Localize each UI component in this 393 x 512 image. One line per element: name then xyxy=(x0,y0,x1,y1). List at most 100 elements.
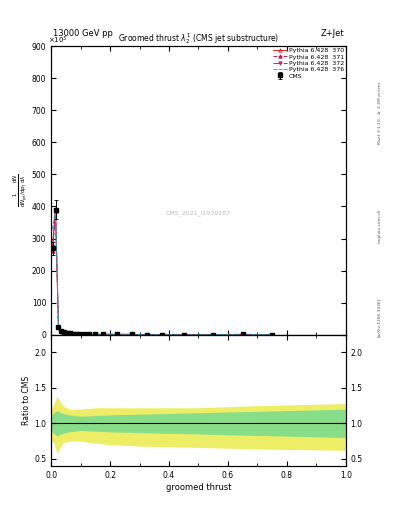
Pythia 6.428  372 xyxy=(100,331,105,337)
Pythia 6.428  371 xyxy=(100,331,105,337)
Pythia 6.428  376 xyxy=(87,331,92,337)
Pythia 6.428  372 xyxy=(87,331,92,337)
Pythia 6.428  376 xyxy=(159,332,164,338)
Pythia 6.428  370 xyxy=(71,331,75,337)
Pythia 6.428  376 xyxy=(68,330,73,336)
Line: Pythia 6.428  371: Pythia 6.428 371 xyxy=(51,209,274,336)
Pythia 6.428  370 xyxy=(81,331,86,337)
Line: Pythia 6.428  370: Pythia 6.428 370 xyxy=(51,208,274,336)
Pythia 6.428  370 xyxy=(62,329,67,335)
Pythia 6.428  371 xyxy=(211,332,216,338)
Pythia 6.428  376 xyxy=(62,329,67,335)
Pythia 6.428  376 xyxy=(77,331,81,337)
Pythia 6.428  376 xyxy=(211,332,216,338)
Pythia 6.428  372 xyxy=(211,332,216,338)
Line: Pythia 6.428  376: Pythia 6.428 376 xyxy=(53,208,272,335)
Pythia 6.428  371 xyxy=(53,208,58,215)
Pythia 6.428  371 xyxy=(62,329,67,335)
Pythia 6.428  376 xyxy=(115,331,120,337)
Pythia 6.428  371 xyxy=(71,331,75,337)
Pythia 6.428  371 xyxy=(241,331,245,337)
Pythia 6.428  370 xyxy=(182,332,186,338)
Y-axis label: $\frac{1}{\mathrm{d}N_\mathrm{jet}/\mathrm{d}p_\mathrm{T}}$$\frac{\mathrm{d}N}{\: $\frac{1}{\mathrm{d}N_\mathrm{jet}/\math… xyxy=(12,174,30,207)
Pythia 6.428  372 xyxy=(115,331,120,337)
Pythia 6.428  372 xyxy=(59,328,64,334)
Pythia 6.428  370 xyxy=(100,331,105,337)
Pythia 6.428  371 xyxy=(81,331,86,337)
Pythia 6.428  376 xyxy=(59,327,64,333)
Text: 13000 GeV pp: 13000 GeV pp xyxy=(53,29,113,38)
Pythia 6.428  376 xyxy=(270,332,275,338)
Pythia 6.428  372 xyxy=(81,331,86,337)
Pythia 6.428  370 xyxy=(59,328,64,334)
Pythia 6.428  371 xyxy=(68,330,73,336)
Pythia 6.428  376 xyxy=(130,331,134,337)
Pythia 6.428  371 xyxy=(115,331,120,337)
Pythia 6.428  376 xyxy=(93,331,98,337)
Pythia 6.428  371 xyxy=(65,330,70,336)
Text: mcplots.cern.ch: mcplots.cern.ch xyxy=(377,208,381,243)
Pythia 6.428  372 xyxy=(159,332,164,338)
Pythia 6.428  370 xyxy=(87,331,92,337)
Pythia 6.428  372 xyxy=(56,324,61,330)
Y-axis label: Ratio to CMS: Ratio to CMS xyxy=(22,376,31,425)
Pythia 6.428  372 xyxy=(270,332,275,338)
Pythia 6.428  372 xyxy=(53,207,58,214)
Pythia 6.428  376 xyxy=(182,332,186,338)
Pythia 6.428  372 xyxy=(77,331,81,337)
Text: Z+Jet: Z+Jet xyxy=(320,29,344,38)
Pythia 6.428  372 xyxy=(71,331,75,337)
Pythia 6.428  371 xyxy=(159,332,164,338)
Pythia 6.428  376 xyxy=(56,323,61,329)
Pythia 6.428  376 xyxy=(53,205,58,211)
Pythia 6.428  372 xyxy=(62,329,67,335)
Pythia 6.428  370 xyxy=(211,332,216,338)
Pythia 6.428  371 xyxy=(59,328,64,334)
Pythia 6.428  372 xyxy=(241,331,245,337)
Pythia 6.428  370 xyxy=(65,330,70,336)
Pythia 6.428  371 xyxy=(87,331,92,337)
Pythia 6.428  372 xyxy=(182,332,186,338)
Pythia 6.428  371 xyxy=(56,324,61,330)
Pythia 6.428  371 xyxy=(77,331,81,337)
Pythia 6.428  372 xyxy=(130,331,134,337)
Pythia 6.428  370 xyxy=(159,332,164,338)
Text: [arXiv:1306.3436]: [arXiv:1306.3436] xyxy=(377,298,381,337)
Legend: Pythia 6.428  370, Pythia 6.428  371, Pythia 6.428  372, Pythia 6.428  376, CMS: Pythia 6.428 370, Pythia 6.428 371, Pyth… xyxy=(272,47,345,79)
Pythia 6.428  372 xyxy=(50,247,55,253)
Pythia 6.428  371 xyxy=(182,332,186,338)
Pythia 6.428  372 xyxy=(68,330,73,336)
Pythia 6.428  376 xyxy=(100,331,105,337)
Text: Rivet 3.1.10, $\geq$ 2.3M events: Rivet 3.1.10, $\geq$ 2.3M events xyxy=(376,80,383,145)
Text: $\times10^3$: $\times10^3$ xyxy=(48,34,68,46)
Pythia 6.428  376 xyxy=(241,331,245,337)
Pythia 6.428  370 xyxy=(77,331,81,337)
Pythia 6.428  370 xyxy=(50,242,55,248)
Pythia 6.428  376 xyxy=(74,331,79,337)
Pythia 6.428  371 xyxy=(130,331,134,337)
Pythia 6.428  376 xyxy=(50,226,55,232)
Pythia 6.428  372 xyxy=(65,330,70,336)
Pythia 6.428  376 xyxy=(81,331,86,337)
Pythia 6.428  376 xyxy=(71,331,75,337)
Title: Groomed thrust $\lambda_2^1$ (CMS jet substructure): Groomed thrust $\lambda_2^1$ (CMS jet su… xyxy=(118,31,279,46)
Pythia 6.428  372 xyxy=(145,332,149,338)
Pythia 6.428  376 xyxy=(145,332,149,338)
Pythia 6.428  370 xyxy=(68,330,73,336)
Pythia 6.428  370 xyxy=(93,331,98,337)
Pythia 6.428  371 xyxy=(74,331,79,337)
Pythia 6.428  370 xyxy=(56,323,61,329)
Pythia 6.428  370 xyxy=(115,331,120,337)
Pythia 6.428  371 xyxy=(50,248,55,254)
Line: Pythia 6.428  372: Pythia 6.428 372 xyxy=(51,208,274,336)
Pythia 6.428  376 xyxy=(65,330,70,336)
Pythia 6.428  370 xyxy=(241,331,245,337)
Pythia 6.428  370 xyxy=(53,206,58,212)
Pythia 6.428  372 xyxy=(93,331,98,337)
Text: CMS_2021_I1920187: CMS_2021_I1920187 xyxy=(166,210,231,217)
Pythia 6.428  370 xyxy=(130,331,134,337)
Pythia 6.428  370 xyxy=(145,332,149,338)
Pythia 6.428  371 xyxy=(93,331,98,337)
X-axis label: groomed thrust: groomed thrust xyxy=(166,482,231,492)
Pythia 6.428  370 xyxy=(74,331,79,337)
